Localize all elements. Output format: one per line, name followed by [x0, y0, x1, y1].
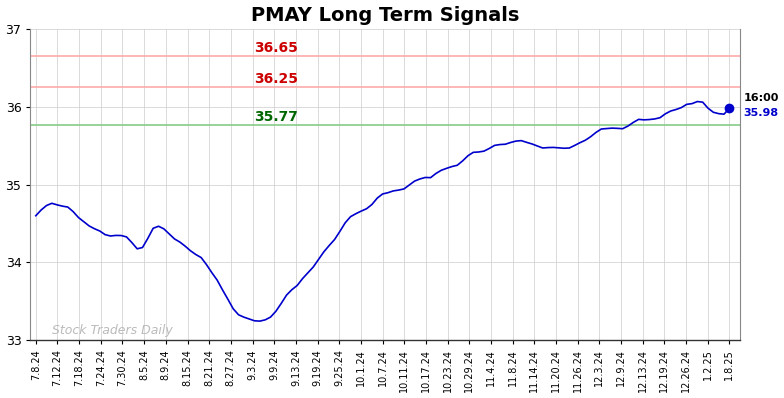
- Text: 16:00: 16:00: [743, 92, 779, 103]
- Text: 36.25: 36.25: [254, 72, 298, 86]
- Title: PMAY Long Term Signals: PMAY Long Term Signals: [251, 6, 520, 25]
- Text: Stock Traders Daily: Stock Traders Daily: [52, 324, 172, 337]
- Text: 35.98: 35.98: [743, 108, 779, 118]
- Text: 36.65: 36.65: [254, 41, 298, 55]
- Text: 35.77: 35.77: [254, 110, 298, 124]
